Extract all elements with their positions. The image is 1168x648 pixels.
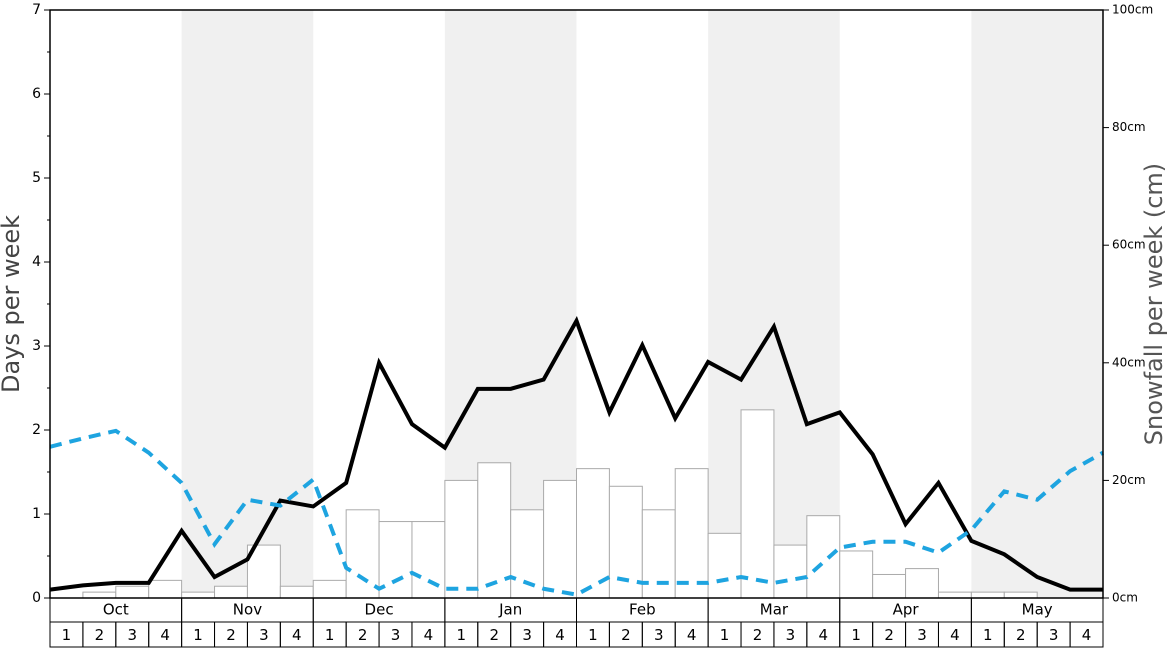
y2-tick-label: 80cm [1112,120,1146,134]
y-axis-label: Days per week [0,215,25,393]
x-tick-label: 3 [786,626,796,644]
y2-tick-label: 40cm [1112,355,1146,369]
month-label: Apr [893,601,920,619]
x-tick-label: 2 [621,626,631,644]
bar [214,585,248,599]
bar [444,479,479,599]
x-tick-label: 4 [1082,626,1092,644]
x-tick-label: 1 [588,626,598,644]
bar [970,591,1005,599]
x-tick-label: 4 [292,626,302,644]
bar [181,591,216,599]
y-tick-label: 5 [32,170,41,186]
month-label: Oct [103,601,129,619]
x-tick-label: 1 [457,626,467,644]
bar [806,515,841,599]
x-tick-label: 1 [983,626,993,644]
y2-tick-label: 20cm [1112,473,1146,487]
month-label: Nov [233,601,262,619]
y-tick-label: 3 [32,338,41,354]
x-tick-label: 3 [127,626,137,644]
x-tick-label: 3 [1049,626,1059,644]
bar [312,579,347,599]
y-tick-label: 6 [32,86,41,102]
y-tick-label: 1 [32,506,41,522]
x-tick-label: 4 [555,626,565,644]
month-shade [181,10,314,598]
bar [279,585,314,599]
x-tick-label: 3 [391,626,401,644]
x-tick-label: 3 [654,626,664,644]
x-tick-label: 2 [1016,626,1026,644]
week-cell [1069,621,1104,648]
y-tick-label: 4 [32,254,41,270]
x-tick-label: 2 [358,626,368,644]
bar [411,521,446,599]
x-tick-label: 4 [687,626,697,644]
bar [872,573,907,599]
x-tick-label: 4 [424,626,434,644]
bar [839,550,874,599]
bar [82,591,117,599]
x-tick-label: 1 [851,626,861,644]
y2-axis-label: Snowfall per week (cm) [1140,163,1168,445]
x-tick-label: 2 [753,626,763,644]
x-tick-label: 1 [62,626,72,644]
bar [246,544,281,599]
x-tick-label: 4 [950,626,960,644]
y2-tick-label: 0cm [1112,591,1138,605]
x-tick-label: 2 [226,626,236,644]
x-tick-label: 4 [819,626,829,644]
x-tick-label: 3 [259,626,269,644]
y-tick-label: 7 [32,2,41,18]
line-series [49,315,1103,592]
y2-tick-label: 60cm [1112,238,1146,252]
x-tick-label: 1 [193,626,203,644]
x-tick-label: 3 [522,626,532,644]
y-tick-label: 2 [32,422,41,438]
bar [1003,591,1038,599]
bar [740,409,775,599]
bar [937,591,972,599]
y-tick-label: 0 [32,590,41,606]
x-tick-label: 1 [325,626,335,644]
bar [345,509,380,599]
bar [905,568,939,599]
line-series [49,428,1104,597]
month-label: Mar [760,601,789,619]
bar [543,479,577,599]
x-tick-label: 2 [884,626,894,644]
y2-tick-label: 100cm [1112,3,1153,17]
bar [148,579,183,599]
bar [707,532,742,599]
month-label: Dec [365,601,394,619]
x-tick-label: 2 [489,626,499,644]
bar [115,585,150,599]
x-tick-label: 4 [160,626,170,644]
x-tick-label: 2 [95,626,105,644]
x-tick-label: 1 [720,626,730,644]
month-label: Jan [498,601,522,619]
bar [773,544,808,599]
month-label: Feb [629,601,656,619]
x-tick-label: 3 [917,626,927,644]
month-label: May [1022,601,1053,619]
bar [674,468,709,599]
